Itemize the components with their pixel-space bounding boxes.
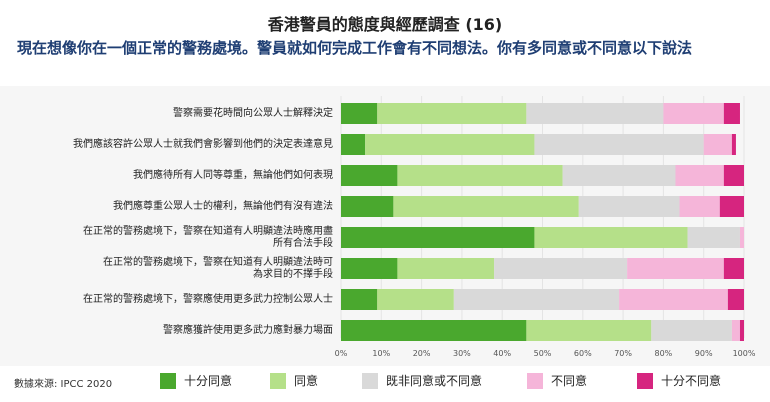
category-label-line: 警察應獲許使用更多武力應對暴力場面 — [163, 324, 333, 336]
bar-segment — [663, 103, 724, 124]
legend-label: 十分不同意 — [661, 374, 722, 388]
legend-item: 不同意 — [527, 372, 587, 389]
legend-swatch — [270, 372, 286, 389]
x-tick-label: 50% — [534, 349, 552, 358]
bar-segment — [727, 289, 744, 310]
bar-segment — [739, 227, 744, 248]
bar-segment — [619, 289, 728, 310]
bar-segment — [731, 134, 736, 155]
bar-segment — [731, 320, 740, 341]
legend-swatch — [637, 372, 653, 389]
bar-segment — [341, 320, 527, 341]
x-tick-label: 40% — [493, 349, 511, 358]
bar-segment — [651, 320, 732, 341]
category-label: 在正常的警務處境下，警察應使用更多武力控制公眾人士 — [13, 294, 333, 306]
stacked-bar-chart: 0% 10% 20% 30% 40% 50% 60% 70% 80% 90% 100% — [335, 96, 756, 358]
bar-segment — [526, 103, 664, 124]
x-tick-label: 80% — [655, 349, 673, 358]
category-label-line: 警察需要花時間向公眾人士解釋決定 — [173, 107, 333, 119]
bar-segment — [453, 289, 620, 310]
chart-background — [0, 86, 770, 366]
category-label-line: 為求目的不擇手段 — [253, 268, 333, 280]
legend: 十分同意 同意 既非同意或不同意 不同意 十分不同意 — [0, 372, 770, 394]
bar-segment — [377, 289, 454, 310]
legend-item: 同意 — [270, 372, 318, 389]
bar-segment — [723, 165, 744, 186]
bar-segment — [534, 227, 688, 248]
legend-label: 同意 — [294, 374, 319, 388]
bar-segment — [723, 103, 740, 124]
legend-swatch — [362, 372, 378, 389]
bar-segment — [679, 196, 720, 217]
bar-segment — [534, 134, 704, 155]
legend-swatch — [527, 372, 543, 389]
chart-title: 香港警員的態度與經歷調查 (16) — [267, 15, 503, 34]
x-tick-label: 30% — [453, 349, 471, 358]
chart-subtitle: 現在想像你在一個正常的警務處境。警員就如何完成工作會有不同想法。你有多同意或不同… — [17, 39, 693, 57]
bar-segment — [739, 320, 744, 341]
bar-segment — [703, 134, 732, 155]
legend-swatch — [160, 372, 176, 389]
x-tick-label: 100% — [733, 349, 756, 358]
bar-segment — [723, 258, 744, 279]
source-note: 數據來源: IPCC 2020 — [14, 379, 113, 390]
x-tick-label: 90% — [695, 349, 713, 358]
bar-segment — [578, 196, 680, 217]
category-label: 在正常的警務處境下，警察在知道有人明顯違法時應用盡 所有合法手段 — [13, 226, 333, 250]
bar-segment — [397, 165, 563, 186]
x-tick-label: 60% — [574, 349, 592, 358]
legend-label: 十分同意 — [184, 374, 233, 388]
category-label-line: 我們應該容許公眾人士就我們會影響到他們的決定表達意見 — [73, 138, 333, 150]
category-label: 警察需要花時間向公眾人士解釋決定 — [13, 108, 333, 120]
bar-segment — [341, 289, 378, 310]
legend-label: 既非同意或不同意 — [386, 374, 483, 388]
bar-segment — [365, 134, 535, 155]
bar-segment — [397, 258, 495, 279]
category-label-line: 我們應待所有人同等尊重，無論他們如何表現 — [133, 169, 333, 181]
category-label: 我們應尊重公眾人士的權利，無論他們有沒有違法 — [13, 201, 333, 213]
bar-segment — [719, 196, 744, 217]
x-tick-label: 10% — [372, 349, 390, 358]
x-tick-label: 20% — [413, 349, 431, 358]
bar-segment — [377, 103, 527, 124]
legend-item: 十分同意 — [160, 372, 232, 389]
bar-segment — [393, 196, 579, 217]
bar-segment — [526, 320, 652, 341]
category-label: 我們應待所有人同等尊重，無論他們如何表現 — [13, 170, 333, 182]
bar-segment — [687, 227, 740, 248]
bar-segment — [627, 258, 724, 279]
category-label: 在正常的警務處境下，警察在知道有人明顯違法時可 為求目的不擇手段 — [13, 257, 333, 281]
legend-item: 既非同意或不同意 — [362, 372, 482, 389]
bar-segment — [494, 258, 628, 279]
bar-segment — [341, 258, 398, 279]
bar-segment — [341, 134, 366, 155]
category-label: 警察應獲許使用更多武力應對暴力場面 — [13, 325, 333, 337]
legend-item: 十分不同意 — [637, 372, 721, 389]
bar-segment — [675, 165, 724, 186]
category-label-line: 所有合法手段 — [273, 237, 333, 249]
category-label-line: 在正常的警務處境下，警察應使用更多武力控制公眾人士 — [83, 293, 333, 305]
category-label: 我們應該容許公眾人士就我們會影響到他們的決定表達意見 — [13, 139, 333, 151]
category-label-line: 我們應尊重公眾人士的權利，無論他們有沒有違法 — [113, 200, 333, 212]
bar-segment — [341, 103, 378, 124]
bar-segment — [341, 196, 394, 217]
bar-segment — [562, 165, 676, 186]
bar-segment — [341, 227, 535, 248]
bar-segment — [341, 165, 398, 186]
legend-label: 不同意 — [551, 374, 588, 388]
x-tick-label: 0% — [335, 349, 348, 358]
x-tick-label: 70% — [614, 349, 632, 358]
category-label-line: 在正常的警務處境下，警察在知道有人明顯違法時應用盡 — [83, 225, 333, 237]
category-label-line: 在正常的警務處境下，警察在知道有人明顯違法時可 — [103, 256, 333, 268]
